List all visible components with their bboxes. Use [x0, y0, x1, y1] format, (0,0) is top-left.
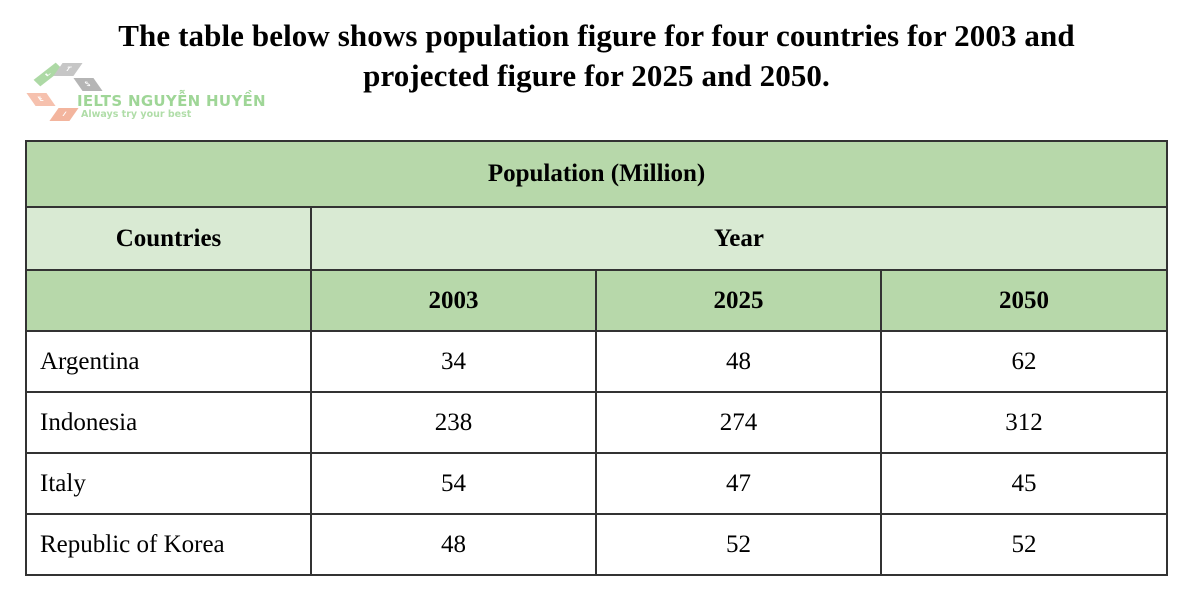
- value-cell: 34: [310, 330, 597, 393]
- logo-brand-text: IELTS NGUYỄN HUYỀN: [77, 92, 266, 110]
- table-caption-row: Population (Million): [24, 140, 1169, 208]
- value-cell: 47: [595, 452, 882, 515]
- value-cell: 52: [879, 513, 1169, 576]
- year-2050-header: 2050: [879, 269, 1169, 332]
- value-cell: 238: [310, 391, 597, 454]
- value-cell: 274: [595, 391, 882, 454]
- table-row: Argentina 34 48 62: [25, 330, 1169, 393]
- value-cell: 62: [879, 330, 1169, 393]
- value-cell: 54: [310, 452, 597, 515]
- year-header: Year: [309, 206, 1169, 271]
- year-2003-header: 2003: [310, 269, 597, 332]
- years-header-row: 2003 2025 2050: [25, 269, 1169, 332]
- brand-logo: L T S E I IELTS NGUYỄN HUYỀN Always try …: [26, 60, 298, 126]
- value-cell: 52: [595, 513, 882, 576]
- year-2025-header: 2025: [595, 269, 882, 332]
- value-cell: 312: [879, 391, 1169, 454]
- title-line-2: projected figure for 2025 and 2050.: [363, 58, 830, 93]
- value-cell: 48: [595, 330, 882, 393]
- country-cell: Indonesia: [25, 391, 312, 454]
- logo-tagline: Always try your best: [81, 109, 192, 120]
- table-row: Indonesia 238 274 312: [25, 391, 1169, 454]
- empty-header-cell: [25, 269, 312, 332]
- value-cell: 45: [879, 452, 1169, 515]
- logo-tile-s: S: [73, 78, 103, 91]
- countries-header: Countries: [25, 206, 312, 271]
- table-row: Italy 54 47 45: [25, 452, 1169, 515]
- table-caption: Population (Million): [24, 140, 1169, 208]
- page-title: The table below shows population figure …: [0, 16, 1193, 96]
- country-cell: Republic of Korea: [25, 513, 312, 576]
- logo-tile-e: E: [26, 93, 56, 106]
- title-line-1: The table below shows population figure …: [118, 18, 1075, 53]
- table-row: Republic of Korea 48 52 52: [25, 513, 1169, 576]
- logo-tile-i: I: [49, 108, 79, 121]
- table-header-row: Countries Year: [25, 206, 1169, 271]
- country-cell: Argentina: [25, 330, 312, 393]
- country-cell: Italy: [25, 452, 312, 515]
- population-table: Population (Million) Countries Year 2003…: [24, 140, 1169, 576]
- value-cell: 48: [310, 513, 597, 576]
